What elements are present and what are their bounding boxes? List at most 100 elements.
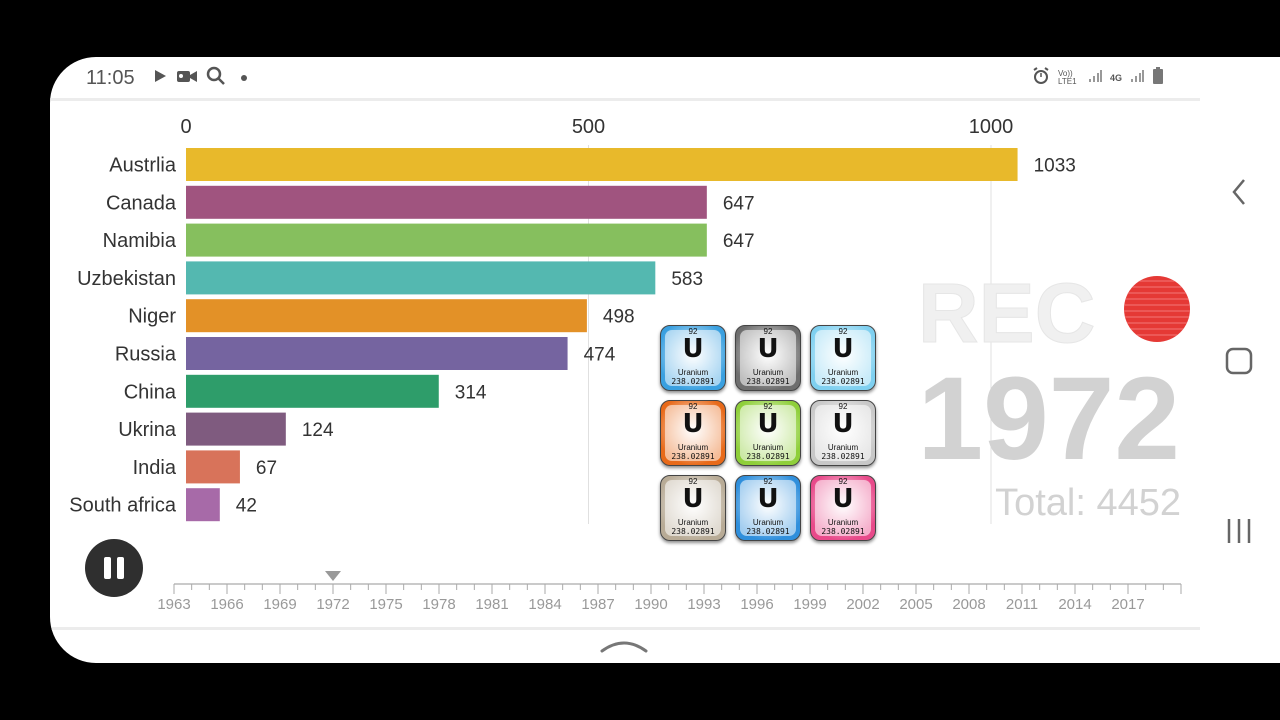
bar [186,299,587,333]
recents-button[interactable] [1220,511,1260,551]
swipe-up-button[interactable] [598,635,650,657]
timeline-year-label[interactable]: 1969 [263,596,296,613]
category-label: China [124,381,177,403]
value-label: 583 [671,269,703,290]
timeline-year-label[interactable]: 1972 [316,596,349,613]
tile-symbol: U [682,334,704,364]
tile-name: Uranium [752,443,784,452]
timeline-year-label[interactable]: 1993 [687,596,720,613]
tile-face [815,330,871,386]
tile-symbol: U [832,484,854,514]
bar-chart-race: 0 500 1000 Austrlia 1033 Canada 647 Namibia 647… [69,116,1190,613]
value-label: 647 [723,231,755,252]
timeline-year-label[interactable]: 1984 [528,596,561,613]
nav-divider [50,627,1200,630]
tile-symbol: U [832,334,854,364]
timeline-year-label[interactable]: 1981 [475,596,508,613]
uranium-tile: 92 U Uranium 238.02891 [735,325,801,391]
uranium-tile: 92 U Uranium 238.02891 [810,475,876,541]
timeline-cursor-icon[interactable] [325,571,341,581]
timeline-year-label[interactable]: 1987 [581,596,614,613]
tile-mass: 238.02891 [746,377,790,386]
video-camera-icon [176,68,198,89]
year-label: 1972 [917,353,1180,485]
timeline-year-label[interactable]: 2011 [1006,596,1038,613]
category-label: Niger [128,306,176,328]
tile-symbol: U [757,334,779,364]
dot-icon [240,69,248,87]
rec-label: REC [918,266,1095,360]
tile-atomic-number: 92 [688,402,698,411]
bar [186,337,568,370]
timeline-year-label[interactable]: 2005 [899,596,932,613]
bar [186,488,220,522]
back-button[interactable] [1220,172,1260,212]
timeline-year-label[interactable]: 1975 [369,596,402,613]
tile-atomic-number: 92 [838,402,848,411]
timeline-year-label[interactable]: 1978 [422,596,455,613]
tile-name: Uranium [752,518,784,527]
bar [186,374,439,408]
timeline-year-label[interactable]: 2008 [952,596,985,613]
rec-dot-stripes [1124,280,1190,336]
tile-atomic-number: 92 [688,477,698,486]
tile-atomic-number: 92 [688,327,698,336]
pause-icon-bar [117,557,124,579]
tile-mass: 238.02891 [746,527,790,536]
category-label: Namibia [103,230,177,252]
volte-icon: Vo)) LTE1 [1058,69,1077,86]
phone-screen: 11:05 Vo)) LTE1 4G [50,57,1280,663]
value-label: 42 [236,496,257,517]
status-bar: 11:05 Vo)) LTE1 4G [50,57,1200,101]
category-label: South africa [69,495,177,517]
x-tick-label: 500 [572,116,605,138]
tile-atomic-number: 92 [763,327,773,336]
tile-mass: 238.02891 [821,452,865,461]
bar [186,223,707,257]
tile-symbol: U [832,409,854,439]
bar-layer: Austrlia 1033 Canada 647 Namibia 647 Uzbekista… [69,148,1076,522]
home-button[interactable] [1220,341,1260,381]
tile-name: Uranium [752,368,784,377]
alarm-icon [1032,66,1050,90]
tile-name: Uranium [827,368,859,377]
tile-symbol: U [757,409,779,439]
timeline-year-label[interactable]: 1999 [793,596,826,613]
timeline-year-label[interactable]: 1966 [210,596,243,613]
category-label: Uzbekistan [77,268,176,290]
value-label: 498 [603,307,635,328]
pause-button[interactable] [85,539,143,597]
status-icons-left [152,66,248,89]
category-label: Austrlia [109,155,177,177]
status-time: 11:05 [86,67,135,89]
value-label: 647 [723,193,755,214]
tile-face [815,480,871,536]
category-label: Russia [115,344,177,366]
timeline-year-label[interactable]: 2002 [846,596,879,613]
tile-name: Uranium [827,518,859,527]
timeline-year-label[interactable]: 1963 [157,596,190,613]
uranium-tiles: 92 U Uranium 238.02891 92 U Uranium 238.02891 92… [660,325,880,545]
tile-name: Uranium [827,443,859,452]
tile-face [665,330,721,386]
x-tick-label: 1000 [969,116,1014,138]
timeline-year-label[interactable]: 2014 [1058,596,1091,613]
tile-face [740,405,796,461]
tile-face [740,330,796,386]
timeline-year-label[interactable]: 1990 [634,596,667,613]
chevron-left-icon [1232,179,1245,205]
timeline-year-label[interactable]: 2017 [1111,596,1144,613]
chevron-up-icon [600,641,648,653]
tile-face [740,480,796,536]
value-label: 474 [584,345,616,366]
uranium-tile: 92 U Uranium 238.02891 [810,400,876,466]
total-label: Total: 4452 [995,482,1181,524]
bar [186,148,1018,181]
category-label: India [133,457,177,479]
uranium-tile: 92 U Uranium 238.02891 [735,400,801,466]
timeline: 1963 1966 1969 1972 1975 1978 1981 1984 1987 1990… [157,571,1182,613]
category-label: Canada [106,192,177,214]
timeline-year-label[interactable]: 1996 [740,596,773,613]
battery-icon [1152,66,1164,90]
value-label: 1033 [1034,156,1076,177]
